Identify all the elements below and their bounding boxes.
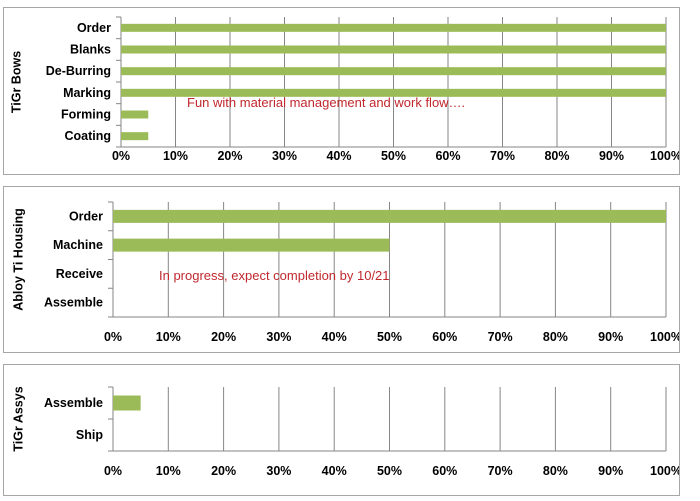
chart-title: Abloy Ti Housing <box>11 208 25 311</box>
category-label: Marking <box>63 86 111 100</box>
bar <box>121 132 149 141</box>
x-tick-label: 40% <box>322 330 347 344</box>
x-tick-label: 70% <box>488 464 513 478</box>
category-label: Order <box>77 21 111 35</box>
abloy-ti-housing-chart-panel: 0% 10% 20% 30% 40% 50% 60% 70% 80% 90% 100% Order Ma… <box>3 186 680 353</box>
bar <box>113 209 666 223</box>
category-label: Order <box>69 209 103 223</box>
category-label: Blanks <box>70 43 111 57</box>
x-tick-label: 80% <box>543 330 568 344</box>
x-tick-label: 90% <box>598 464 623 478</box>
bar <box>121 88 666 97</box>
chart-title: TiGr Bows <box>9 51 23 113</box>
chart-svg-1: 0% 10% 20% 30% 40% 50% 60% 70% 80% 90% 100% Order Ma… <box>11 201 679 344</box>
chart-title: TiGr Assys <box>11 386 25 451</box>
category-label: Forming <box>61 108 111 122</box>
x-tick-label: 20% <box>211 330 236 344</box>
chart-svg-0: 0% 10% 20% 30% 40% 50% 60% 70% 80% 90% 100% Order Bl… <box>9 16 679 163</box>
category-label: De-Burring <box>46 64 111 78</box>
x-tick-label: 0% <box>104 464 122 478</box>
x-tick-label: 10% <box>156 464 181 478</box>
bar <box>113 238 390 252</box>
x-tick-label: 90% <box>599 149 624 163</box>
tigr-bows-chart-panel: 0% 10% 20% 30% 40% 50% 60% 70% 80% 90% 100% Order Bl… <box>3 7 680 175</box>
chart-svg-2: 0% 10% 20% 30% 40% 50% 60% 70% 80% 90% 100% Assembl… <box>11 386 679 478</box>
x-tick-label: 60% <box>432 330 457 344</box>
category-label: Assemble <box>44 396 103 410</box>
x-tick-label: 70% <box>488 330 513 344</box>
x-tick-label: 30% <box>266 464 291 478</box>
category-label: Coating <box>64 129 111 143</box>
category-label: Machine <box>53 238 103 252</box>
bar <box>121 23 666 32</box>
x-tick-label: 30% <box>266 330 291 344</box>
x-tick-label: 20% <box>217 149 242 163</box>
x-tick-label: 50% <box>381 149 406 163</box>
bar <box>121 110 149 119</box>
tigr-assys-chart-panel: 0% 10% 20% 30% 40% 50% 60% 70% 80% 90% 100% Assembl… <box>3 364 680 496</box>
annotation-text: Fun with material management and work fl… <box>187 95 465 110</box>
x-tick-label: 10% <box>156 330 181 344</box>
x-tick-label: 50% <box>377 464 402 478</box>
x-tick-label: 20% <box>211 464 236 478</box>
bar <box>121 45 666 54</box>
x-tick-label: 40% <box>322 464 347 478</box>
x-tick-label: 90% <box>598 330 623 344</box>
x-tick-label: 80% <box>543 464 568 478</box>
x-tick-label: 10% <box>163 149 188 163</box>
x-tick-label: 70% <box>490 149 515 163</box>
bar <box>113 395 141 411</box>
x-tick-label: 80% <box>544 149 569 163</box>
x-tick-label: 100% <box>650 330 679 344</box>
x-tick-label: 30% <box>272 149 297 163</box>
category-label: Ship <box>76 428 103 442</box>
x-tick-label: 60% <box>435 149 460 163</box>
x-tick-label: 50% <box>377 330 402 344</box>
category-label: Assemble <box>44 296 103 310</box>
annotation-text: In progress, expect completion by 10/21 <box>159 268 390 283</box>
x-tick-label: 0% <box>104 330 122 344</box>
x-tick-label: 100% <box>650 464 679 478</box>
category-label: Receive <box>56 267 103 281</box>
bar <box>121 67 666 76</box>
x-tick-label: 100% <box>650 149 679 163</box>
x-tick-label: 0% <box>112 149 130 163</box>
x-tick-label: 40% <box>326 149 351 163</box>
x-tick-label: 60% <box>432 464 457 478</box>
